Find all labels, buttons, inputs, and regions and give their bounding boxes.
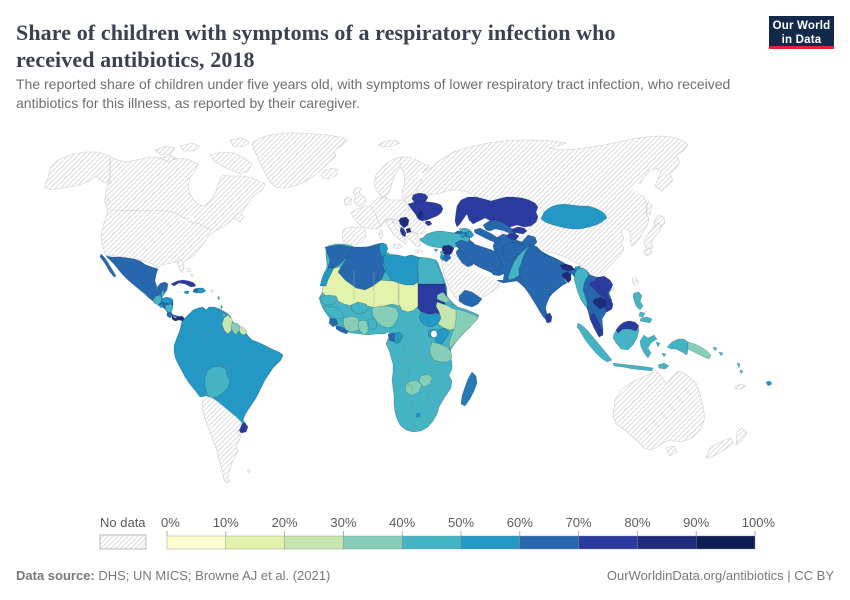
svg-text:50%: 50% [448, 515, 474, 530]
svg-text:80%: 80% [624, 515, 650, 530]
svg-text:90%: 90% [683, 515, 709, 530]
svg-text:30%: 30% [330, 515, 356, 530]
svg-text:No data: No data [100, 515, 146, 530]
svg-text:40%: 40% [389, 515, 415, 530]
svg-text:0%: 0% [161, 515, 180, 530]
svg-text:60%: 60% [507, 515, 533, 530]
svg-text:100%: 100% [742, 515, 776, 530]
svg-text:20%: 20% [272, 515, 298, 530]
svg-text:70%: 70% [566, 515, 592, 530]
svg-text:10%: 10% [213, 515, 239, 530]
